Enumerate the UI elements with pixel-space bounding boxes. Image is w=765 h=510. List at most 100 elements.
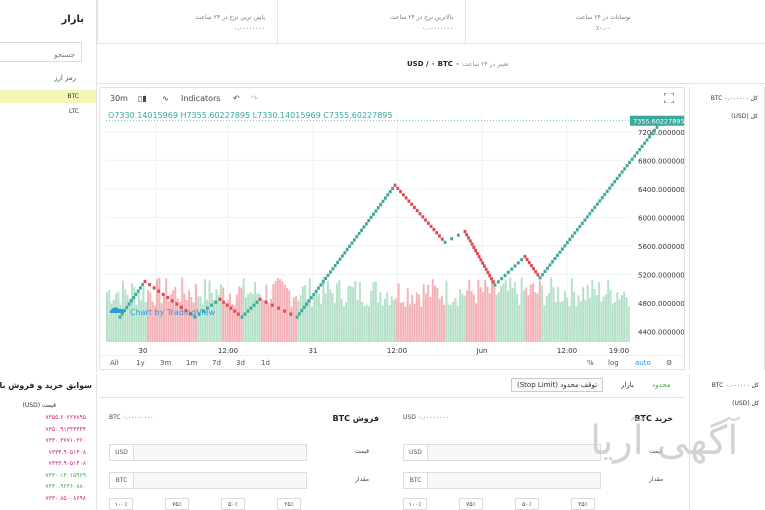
indicators-button[interactable]: Indicators [181,94,221,103]
renko-brick [367,219,371,223]
volume-bar [379,292,382,342]
range-1m[interactable]: 1m [186,359,198,367]
volume-bar [169,294,172,342]
volume-bar [324,293,327,342]
percent-toggle[interactable]: % [587,359,594,367]
volume-bar [185,300,188,342]
volume-bar [342,306,345,342]
fullscreen-icon[interactable] [664,93,674,103]
volume-bar [395,298,398,342]
volume-bar [190,297,193,342]
renko-brick [329,270,332,274]
volume-bar [256,293,259,342]
sell-price-field[interactable]: USD [109,444,307,461]
renko-brick [640,144,644,149]
renko-brick [189,312,192,316]
sell-percent-50[interactable]: ۵۰٪ [221,498,245,510]
volume-bar [215,288,218,342]
range-7d[interactable]: 7d [212,359,221,367]
volume-bar [165,278,168,342]
sell-percent-75[interactable]: ۷۵٪ [165,498,189,510]
price-chart[interactable]: 30m ▯▮ ∿ Indicators ↶ ↷ 7200.00000000 680… [99,87,685,370]
range-1y[interactable]: 1y [136,359,145,367]
volume-bar [538,280,541,342]
volume-bar [582,287,585,342]
stat-24h-high: بالاترین نرخ در ۲۴ ساعت ۰.۰۰۰۰۰۰۰۰ [277,0,465,44]
renko-brick [588,212,592,216]
price-unit: USD [404,445,428,460]
indicators-icon[interactable]: ∿ [162,94,169,103]
volume-bar [290,306,293,342]
renko-brick [450,237,454,241]
range-1d[interactable]: 1d [261,359,270,367]
volume-bar [415,292,418,342]
range-all[interactable]: All [110,359,119,367]
volume-bar [475,303,478,342]
order-book-total: کل (USD) [732,400,759,407]
tab-limit[interactable]: محدود [652,381,671,389]
renko-brick [532,267,535,271]
volume-bar [135,304,138,342]
tab-market[interactable]: بازار [621,381,634,389]
renko-brick [123,308,126,313]
volume-bar [263,299,266,342]
auto-toggle[interactable]: auto [635,359,651,367]
sell-percent-25[interactable]: ۲۵٪ [277,498,301,510]
chart-settings-icon[interactable]: ⚙ [666,359,673,367]
buy-percent-100[interactable]: ۱۰۰٪ [403,498,427,510]
buy-price-field[interactable]: USD [403,444,601,461]
range-3m[interactable]: 3m [160,359,172,367]
renko-brick [585,215,589,219]
undo-icon[interactable]: ↶ [233,94,240,103]
interval-selector[interactable]: 30m [110,94,128,103]
volume-bar [272,284,275,342]
volume-bar [547,292,550,342]
renko-brick [608,186,612,190]
tradingview-logo-icon [110,307,124,313]
renko-brick [393,183,397,187]
renko-brick [553,257,557,261]
volume-bar [336,283,339,342]
buy-percent-25[interactable]: ۲۵٪ [571,498,595,510]
renko-brick [618,173,622,177]
volume-bar [347,285,350,342]
volume-bar [609,289,612,342]
renko-brick [410,202,414,206]
renko-brick [435,231,439,235]
redo-icon[interactable]: ↷ [251,94,258,103]
buy-amount-field[interactable]: BTC [403,472,601,489]
volume-bar [504,279,507,342]
renko-brick [643,141,646,145]
volume-bar [349,286,352,342]
renko-brick [289,312,293,316]
renko-brick [386,193,390,197]
renko-brick [170,299,174,303]
tab-stop-limit[interactable]: توقف محدود (Stop Limit) [511,378,604,392]
y-tick-label: 6800.00000000 [638,157,684,165]
market-item-btc[interactable]: BTC [0,90,96,103]
sell-percent-100[interactable]: ۱۰۰٪ [109,498,133,510]
volume-bar [333,303,336,342]
pair-bar: USD / ۰ BTC ۰ تغییر در ۲۴ ساعت: [97,44,765,84]
candle-style-icon[interactable]: ▯▮ [138,94,147,103]
chart-plot-area[interactable]: 7200.00000000 6800.00000000 6400.00000000 6… [100,110,684,355]
volume-bar [381,305,384,342]
renko-brick [376,206,380,210]
renko-brick [201,309,205,313]
renko-brick [229,306,233,310]
market-search-input[interactable] [0,42,82,62]
volume-bar [470,291,473,342]
volume-bar [422,284,425,342]
market-item-ltc[interactable]: LTC [68,108,79,115]
log-toggle[interactable]: log [608,359,619,367]
volume-bar [438,298,441,342]
volume-bar [301,286,304,342]
sell-amount-field[interactable]: BTC [109,472,307,489]
buy-percent-75[interactable]: ۷۵٪ [459,498,483,510]
history-row: ۷۳۳۳.۹۰۵۱۴۰۸ [48,460,86,467]
renko-brick [360,228,363,232]
range-3d[interactable]: 3d [236,359,245,367]
volume-bar [158,277,161,342]
buy-percent-50[interactable]: ۵۰٪ [515,498,539,510]
renko-brick [424,218,427,222]
